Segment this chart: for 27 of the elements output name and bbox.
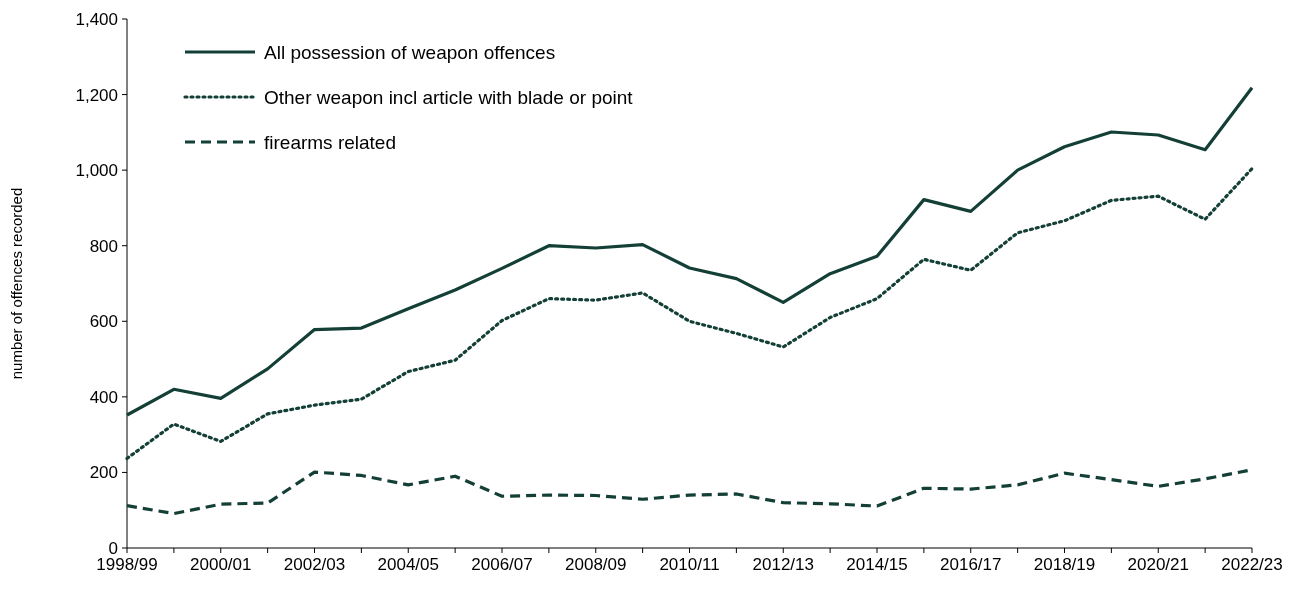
y-axis-title: number of offences recorded [8, 187, 25, 380]
y-tick-label: 400 [89, 387, 118, 407]
x-tick-label: 2012/13 [752, 555, 814, 574]
line-series [125, 86, 1254, 417]
x-tick-label: 2000/01 [190, 555, 252, 574]
y-tick-label: 1,400 [75, 9, 118, 29]
y-tick-label: 1,200 [75, 85, 118, 105]
y-tick-label: 200 [89, 463, 118, 483]
y-tick-label: 800 [89, 236, 118, 256]
x-tick-label: 2002/03 [283, 555, 346, 574]
x-tick-label: 2018/19 [1033, 555, 1096, 574]
x-tick-label: 1998/99 [96, 555, 158, 574]
x-tick-label: 2020/21 [1127, 555, 1189, 574]
y-tick-label: 0 [108, 538, 118, 558]
y-tick-label: 600 [89, 312, 118, 332]
y-tick-label: 1,000 [75, 161, 118, 181]
legend-label: firearms related [264, 131, 396, 153]
line-series [125, 167, 1254, 461]
x-tick-label: 2006/07 [471, 555, 533, 574]
x-tick-label: 2010/11 [659, 555, 720, 574]
x-tick-label: 2008/09 [565, 555, 627, 574]
x-tick-label: 2016/17 [940, 555, 1002, 574]
legend-label: Other weapon incl article with blade or point [264, 86, 634, 108]
x-tick-label: 2004/05 [377, 555, 439, 574]
x-tick-label: 2022/23 [1221, 555, 1283, 574]
legend-label: All possession of weapon offences [264, 41, 556, 63]
x-tick-label: 2014/15 [846, 555, 908, 574]
